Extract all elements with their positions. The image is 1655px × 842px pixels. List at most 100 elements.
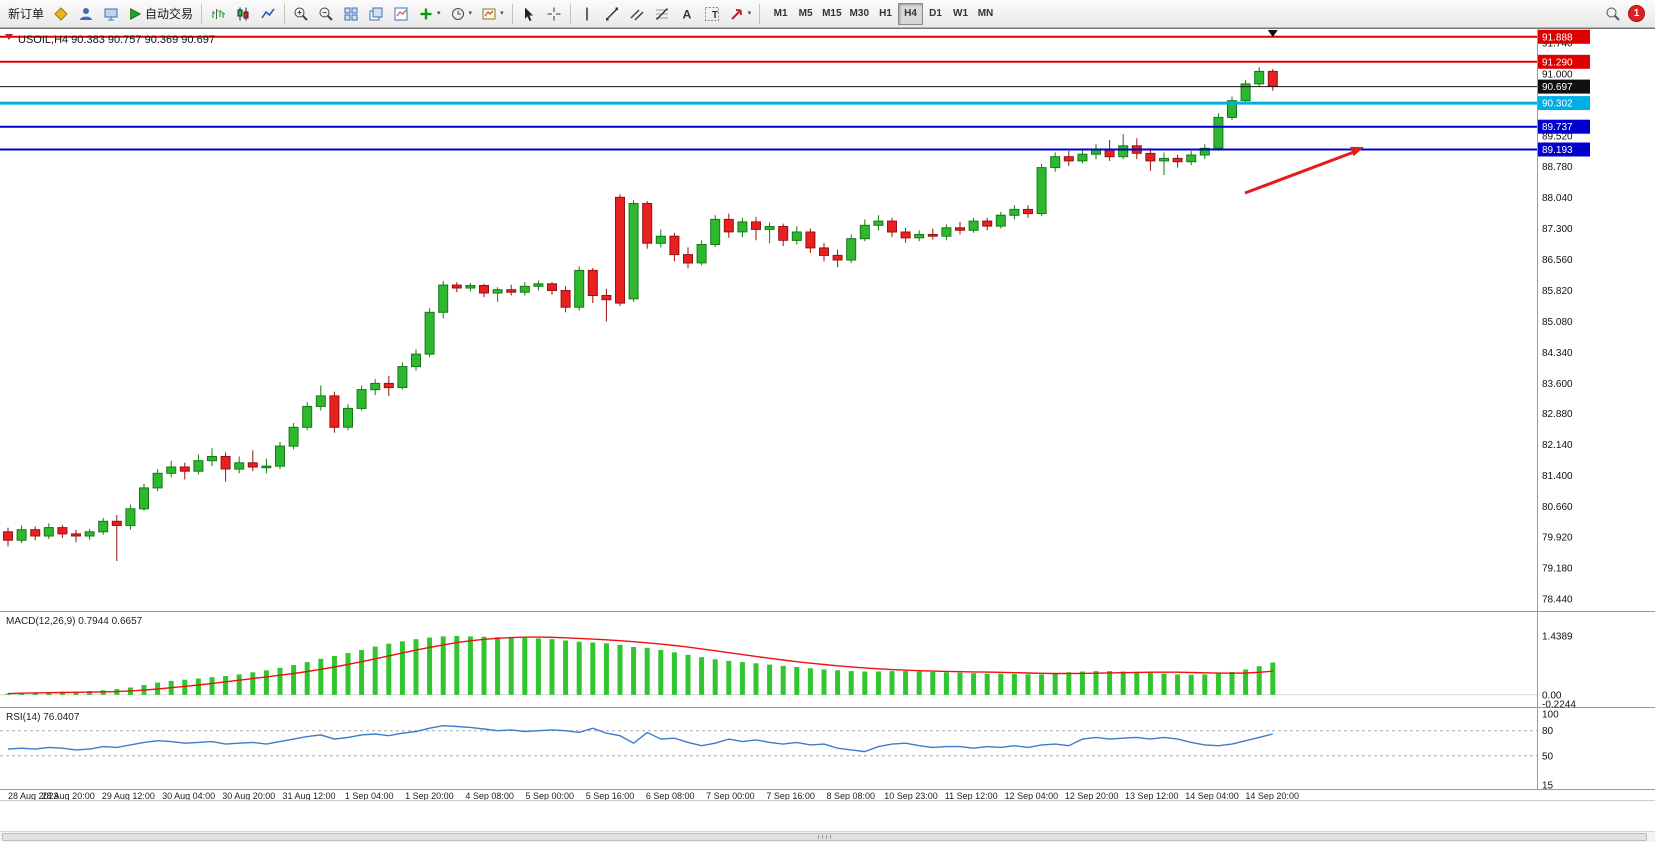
monitor-icon	[104, 8, 118, 20]
candle-body	[57, 527, 68, 535]
horizontal-scrollbar[interactable]	[0, 831, 1655, 842]
trend-arrow-line[interactable]	[1244, 150, 1355, 195]
candle-body	[370, 382, 381, 391]
macd-bar	[1202, 674, 1208, 695]
macd-bar	[685, 654, 691, 695]
candle-body	[819, 247, 829, 256]
new-order-button[interactable]: 新订单	[4, 2, 48, 26]
symbol-title: USOIL,H4 90.383 90.757 90.369 90.697	[18, 34, 215, 46]
timeframe-m5-button[interactable]: M5	[793, 3, 818, 25]
chevron-down-icon: ▾	[468, 10, 473, 17]
macd-bar	[1175, 674, 1181, 695]
timeframe-w1-button[interactable]: W1	[948, 3, 973, 25]
macd-bar	[1011, 674, 1017, 695]
candle-body	[873, 220, 884, 226]
timeframe-group: M1 M5 M15 M30 H1 H4 D1 W1 MN	[768, 2, 998, 25]
macd-bar	[1229, 671, 1235, 695]
candle-body	[642, 203, 653, 244]
time-axis-label: 29 Aug 12:00	[102, 791, 155, 800]
macd-bar	[182, 679, 188, 695]
candle-body	[397, 366, 408, 389]
tile-windows-button[interactable]	[339, 2, 363, 26]
bar-chart-button[interactable]	[206, 2, 230, 26]
arrows-tool-button[interactable]: ▾	[725, 2, 756, 26]
time-axis-label: 5 Sep 00:00	[526, 791, 575, 800]
clock-icon	[451, 7, 464, 20]
candle-body	[995, 214, 1006, 227]
scrollbar-thumb[interactable]	[2, 833, 1647, 841]
line-chart-button[interactable]	[256, 2, 280, 26]
market-watch-button[interactable]	[49, 2, 73, 26]
timeframe-d1-button[interactable]: D1	[923, 3, 948, 25]
search-button[interactable]	[1601, 2, 1625, 26]
macd-bar	[1066, 672, 1072, 695]
trendline-tool-button[interactable]	[600, 2, 624, 26]
candle-body	[1145, 152, 1156, 162]
macd-bar	[875, 671, 881, 695]
vertical-line-tool-button[interactable]	[575, 2, 599, 26]
templates-button[interactable]: ▾	[477, 2, 508, 26]
candle-body	[193, 460, 204, 472]
candle-body	[152, 472, 163, 489]
macd-bar	[495, 637, 501, 695]
timeframe-h4-button[interactable]: H4	[898, 2, 923, 25]
price-axis-label: 83.600	[1542, 379, 1573, 390]
candle-body	[166, 466, 177, 474]
text-tool-button[interactable]: A	[675, 2, 699, 26]
timeframe-mn-button[interactable]: MN	[973, 3, 998, 25]
time-axis-label: 31 Aug 12:00	[282, 791, 335, 800]
auto-trading-button[interactable]: 自动交易	[124, 2, 197, 26]
macd-bar	[454, 636, 460, 695]
candle-body	[1199, 147, 1210, 156]
crosshair-button[interactable]	[542, 2, 566, 26]
candle-body	[955, 227, 965, 231]
notification-badge[interactable]: 1	[1628, 5, 1645, 22]
channel-icon	[630, 9, 644, 20]
cascade-windows-button[interactable]	[364, 2, 388, 26]
macd-bar	[794, 667, 800, 695]
label-tool-button[interactable]: T	[700, 2, 724, 26]
candle-body	[71, 533, 81, 537]
chart-canvas[interactable]: 91.740 91.000 89.520 88.780 88.040 87.300 86.5…	[0, 28, 1655, 800]
candle-body	[737, 221, 748, 233]
macd-bar	[984, 673, 990, 695]
cursor-button[interactable]	[517, 2, 541, 26]
chart-window: 91.740 91.000 89.520 88.780 88.040 87.300 86.5…	[0, 28, 1655, 800]
arrange-windows-button[interactable]	[389, 2, 413, 26]
toolbar-separator	[569, 3, 571, 24]
zoom-in-button[interactable]	[289, 2, 313, 26]
symbol-marker-icon[interactable]	[5, 34, 13, 40]
rsi-axis-label: 15	[1542, 781, 1554, 792]
macd-bar	[971, 673, 977, 695]
candle-body	[1077, 153, 1088, 162]
label-tool-glyph: T	[712, 10, 718, 21]
trend-arrow-head[interactable]	[1350, 146, 1364, 157]
indicators-button[interactable]: ▾	[414, 2, 445, 26]
zoom-out-button[interactable]	[314, 2, 338, 26]
channel-tool-button[interactable]	[625, 2, 649, 26]
data-window-button[interactable]	[74, 2, 98, 26]
macd-bar	[427, 637, 433, 695]
time-axis-label: 1 Sep 04:00	[345, 791, 394, 800]
periods-button[interactable]: ▾	[446, 2, 477, 26]
macd-bar	[522, 638, 528, 695]
timeframe-h1-button[interactable]: H1	[873, 3, 898, 25]
candle-body	[1104, 149, 1115, 158]
time-axis-label: 8 Sep 08:00	[827, 791, 876, 800]
auto-trading-label: 自动交易	[145, 7, 194, 21]
time-axis-label: 12 Sep 20:00	[1065, 791, 1119, 800]
candle-body	[914, 234, 925, 239]
macd-bar	[399, 641, 405, 695]
candle-body	[683, 254, 693, 264]
candle-body	[288, 426, 299, 447]
timeframe-m30-button[interactable]: M30	[846, 3, 873, 25]
macd-bar	[563, 640, 569, 695]
fibonacci-tool-button[interactable]	[650, 2, 674, 26]
navigator-button[interactable]	[99, 2, 123, 26]
macd-bar	[250, 672, 256, 695]
timeframe-m1-button[interactable]: M1	[768, 3, 793, 25]
timeframe-m15-button[interactable]: M15	[818, 3, 845, 25]
macd-bar	[807, 668, 813, 695]
candle-body	[302, 405, 313, 428]
candlestick-chart-button[interactable]	[231, 2, 255, 26]
